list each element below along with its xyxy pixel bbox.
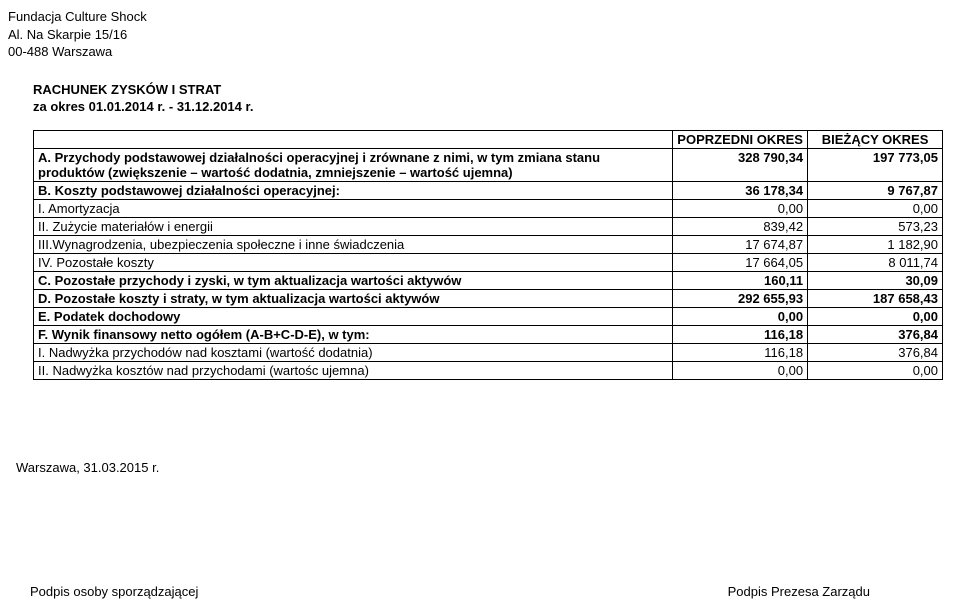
table-row: A. Przychody podstawowej działalności op… — [34, 148, 943, 181]
table-header-row: POPRZEDNI OKRES BIEŻĄCY OKRES — [34, 130, 943, 148]
row-prev-value: 0,00 — [673, 199, 808, 217]
row-label: B. Koszty podstawowej działalności opera… — [34, 181, 673, 199]
row-label: F. Wynik finansowy netto ogółem (A-B+C-D… — [34, 325, 673, 343]
row-label: III.Wynagrodzenia, ubezpieczenia społecz… — [34, 235, 673, 253]
row-label: IV. Pozostałe koszty — [34, 253, 673, 271]
row-label: II. Zużycie materiałów i energii — [34, 217, 673, 235]
row-curr-value: 197 773,05 — [808, 148, 943, 181]
table-row: B. Koszty podstawowej działalności opera… — [34, 181, 943, 199]
table-row: E. Podatek dochodowy0,000,00 — [34, 307, 943, 325]
row-curr-value: 30,09 — [808, 271, 943, 289]
table-row: IV. Pozostałe koszty17 664,058 011,74 — [34, 253, 943, 271]
header-curr: BIEŻĄCY OKRES — [808, 130, 943, 148]
signature-left: Podpis osoby sporządzającej — [30, 584, 198, 599]
report-title: RACHUNEK ZYSKÓW I STRAT — [33, 81, 938, 99]
row-prev-value: 116,18 — [673, 343, 808, 361]
table-row: II. Zużycie materiałów i energii839,4257… — [34, 217, 943, 235]
row-label: I. Nadwyżka przychodów nad kosztami (war… — [34, 343, 673, 361]
row-label: D. Pozostałe koszty i straty, w tym aktu… — [34, 289, 673, 307]
row-curr-value: 8 011,74 — [808, 253, 943, 271]
row-curr-value: 187 658,43 — [808, 289, 943, 307]
row-prev-value: 17 664,05 — [673, 253, 808, 271]
report-period: za okres 01.01.2014 r. - 31.12.2014 r. — [33, 98, 938, 116]
org-address1: Al. Na Skarpie 15/16 — [8, 26, 938, 44]
row-prev-value: 116,18 — [673, 325, 808, 343]
table-row: III.Wynagrodzenia, ubezpieczenia społecz… — [34, 235, 943, 253]
row-prev-value: 160,11 — [673, 271, 808, 289]
row-curr-value: 573,23 — [808, 217, 943, 235]
row-curr-value: 1 182,90 — [808, 235, 943, 253]
row-label: C. Pozostałe przychody i zyski, w tym ak… — [34, 271, 673, 289]
row-curr-value: 0,00 — [808, 307, 943, 325]
row-prev-value: 0,00 — [673, 361, 808, 379]
org-address2: 00-488 Warszawa — [8, 43, 938, 61]
header-prev: POPRZEDNI OKRES — [673, 130, 808, 148]
row-curr-value: 376,84 — [808, 325, 943, 343]
table-row: D. Pozostałe koszty i straty, w tym aktu… — [34, 289, 943, 307]
date-place: Warszawa, 31.03.2015 r. — [16, 460, 938, 475]
row-prev-value: 0,00 — [673, 307, 808, 325]
table-row: F. Wynik finansowy netto ogółem (A-B+C-D… — [34, 325, 943, 343]
report-heading: RACHUNEK ZYSKÓW I STRAT za okres 01.01.2… — [33, 81, 938, 116]
row-prev-value: 17 674,87 — [673, 235, 808, 253]
table-row: I. Nadwyżka przychodów nad kosztami (war… — [34, 343, 943, 361]
row-label: E. Podatek dochodowy — [34, 307, 673, 325]
table-row: C. Pozostałe przychody i zyski, w tym ak… — [34, 271, 943, 289]
row-prev-value: 292 655,93 — [673, 289, 808, 307]
signature-right: Podpis Prezesa Zarządu — [728, 584, 870, 599]
table-row: II. Nadwyżka kosztów nad przychodami (wa… — [34, 361, 943, 379]
signatures-row: Podpis osoby sporządzającej Podpis Preze… — [0, 584, 960, 599]
row-curr-value: 0,00 — [808, 361, 943, 379]
org-name: Fundacja Culture Shock — [8, 8, 938, 26]
row-curr-value: 9 767,87 — [808, 181, 943, 199]
org-block: Fundacja Culture Shock Al. Na Skarpie 15… — [8, 8, 938, 61]
row-label: I. Amortyzacja — [34, 199, 673, 217]
row-curr-value: 376,84 — [808, 343, 943, 361]
row-prev-value: 839,42 — [673, 217, 808, 235]
income-statement-table: POPRZEDNI OKRES BIEŻĄCY OKRES A. Przycho… — [33, 130, 943, 380]
table-row: I. Amortyzacja0,000,00 — [34, 199, 943, 217]
row-prev-value: 328 790,34 — [673, 148, 808, 181]
row-label: II. Nadwyżka kosztów nad przychodami (wa… — [34, 361, 673, 379]
header-empty — [34, 130, 673, 148]
row-prev-value: 36 178,34 — [673, 181, 808, 199]
row-curr-value: 0,00 — [808, 199, 943, 217]
row-label: A. Przychody podstawowej działalności op… — [34, 148, 673, 181]
